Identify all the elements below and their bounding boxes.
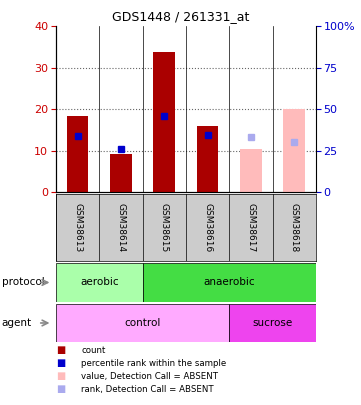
Text: agent: agent (2, 318, 32, 328)
Text: protocol: protocol (2, 277, 44, 288)
Text: rank, Detection Call = ABSENT: rank, Detection Call = ABSENT (81, 385, 214, 394)
Bar (283, 109, 305, 192)
Bar (56, 304, 229, 342)
Bar (240, 149, 262, 192)
Text: GSM38618: GSM38618 (290, 203, 299, 252)
Text: control: control (125, 318, 161, 328)
Text: ■: ■ (56, 384, 65, 394)
Bar (153, 52, 175, 192)
Text: aerobic: aerobic (80, 277, 118, 288)
Text: GSM38613: GSM38613 (73, 203, 82, 252)
Bar (67, 115, 88, 192)
Text: ■: ■ (56, 345, 65, 355)
Text: ■: ■ (56, 371, 65, 381)
Text: GSM38616: GSM38616 (203, 203, 212, 252)
Bar (229, 304, 316, 342)
Text: GSM38617: GSM38617 (247, 203, 255, 252)
Bar (197, 126, 218, 192)
Text: sucrose: sucrose (252, 318, 293, 328)
Bar (143, 263, 316, 302)
Text: value, Detection Call = ABSENT: value, Detection Call = ABSENT (81, 372, 218, 381)
Text: ■: ■ (56, 358, 65, 368)
Text: anaerobic: anaerobic (203, 277, 255, 288)
Text: count: count (81, 346, 106, 355)
Text: percentile rank within the sample: percentile rank within the sample (81, 359, 226, 368)
Text: GDS1448 / 261331_at: GDS1448 / 261331_at (112, 10, 249, 23)
Text: GSM38615: GSM38615 (160, 203, 169, 252)
Bar (110, 154, 132, 192)
Bar (56, 263, 143, 302)
Text: GSM38614: GSM38614 (117, 203, 125, 252)
